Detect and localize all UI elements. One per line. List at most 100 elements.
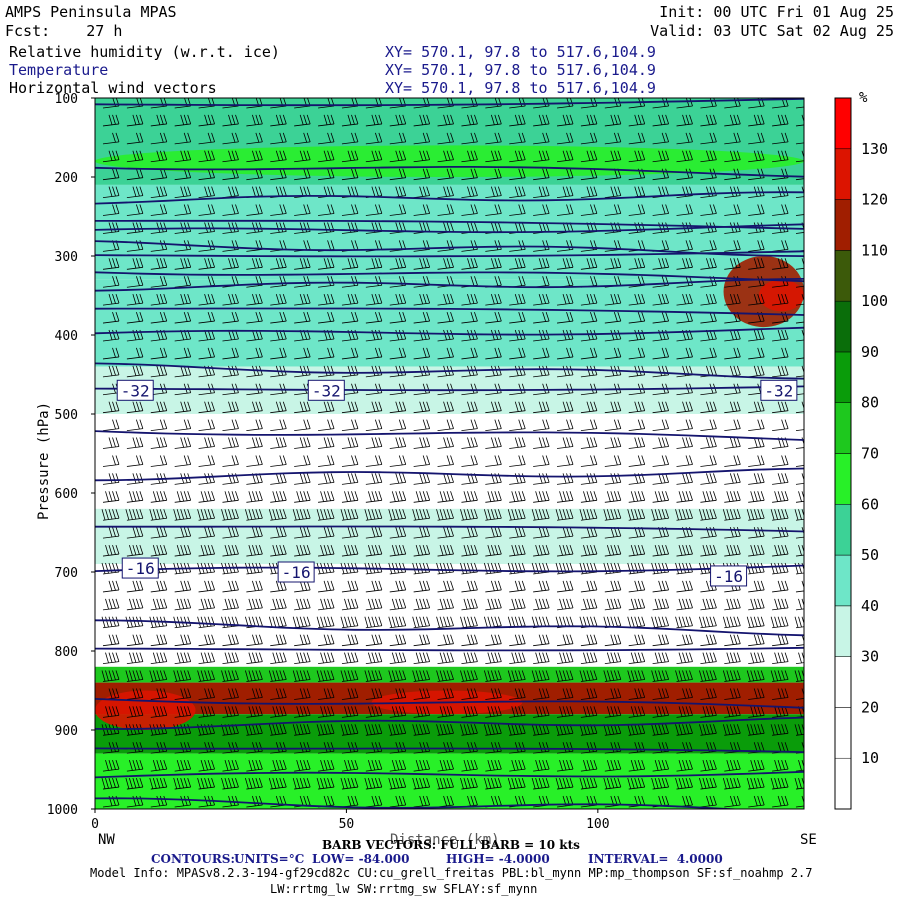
wind-barb [270, 347, 287, 360]
field-xy-rh: XY= 570.1, 97.8 to 517.6,104.9 [385, 43, 656, 61]
wind-barb [102, 168, 120, 181]
wind-barb [676, 132, 693, 145]
wind-barb [748, 347, 765, 360]
wind-barb [150, 401, 168, 414]
wind-barb [294, 401, 311, 414]
wind-barb [126, 276, 144, 288]
wind-barb [628, 329, 646, 342]
wind-barb [294, 204, 311, 216]
wind-barb [485, 132, 502, 145]
colorbar-segment [834, 453, 852, 505]
wind-barb [198, 240, 215, 252]
wind-barb [102, 258, 120, 270]
field-xy-temperature: XY= 570.1, 97.8 to 517.6,104.9 [385, 61, 656, 79]
wind-barb [389, 311, 407, 324]
wind-barb [556, 294, 574, 306]
colorbar-tick-label: 80 [861, 394, 879, 412]
wind-barb [676, 294, 693, 306]
wind-barb [461, 401, 478, 414]
wind-barb [533, 258, 550, 270]
wind-barb [365, 311, 383, 324]
wind-barb [198, 347, 215, 360]
wind-barb [509, 258, 526, 270]
wind-barb [174, 276, 192, 288]
wind-barb [198, 114, 215, 127]
wind-barb [413, 150, 431, 163]
wind-barb [341, 347, 359, 360]
wind-barb [413, 329, 431, 342]
field-label-wind: Horizontal wind vectors [9, 79, 217, 97]
isotherm-label: -32 [764, 381, 793, 400]
wind-barb [246, 222, 263, 234]
wind-barb [461, 383, 478, 396]
wind-barb [126, 150, 144, 163]
wind-barb [294, 347, 311, 360]
wind-barb [126, 401, 144, 414]
colorbar-tick-label: 100 [861, 292, 888, 310]
isotherm-label: -32 [121, 381, 150, 400]
wind-barb [389, 329, 407, 342]
wind-barb [604, 114, 622, 127]
wind-barb [150, 347, 168, 360]
colorbar-segment [834, 199, 852, 251]
wind-barb [150, 114, 168, 127]
wind-barb [580, 150, 598, 163]
wind-barb [389, 401, 407, 414]
wind-barb [461, 150, 478, 163]
x-end-label-se: SE [800, 832, 817, 848]
wind-barb [676, 258, 693, 270]
y-axis-label: Pressure (hPa) [36, 401, 52, 520]
wind-barb [652, 222, 670, 234]
wind-barb [246, 258, 263, 270]
wind-barb [748, 258, 765, 270]
wind-barb [580, 294, 598, 306]
wind-barb [628, 150, 646, 163]
wind-barb [580, 186, 598, 199]
wind-barb [485, 401, 502, 414]
wind-barb [580, 132, 598, 145]
wind-barb [222, 150, 239, 163]
wind-barb [604, 311, 622, 324]
wind-barb [174, 132, 192, 145]
wind-barb [772, 294, 789, 306]
wind-barb [628, 311, 646, 324]
wind-barb [772, 347, 789, 360]
wind-barb [270, 311, 287, 324]
x-tick-label: 50 [339, 817, 355, 832]
isotherm-label: -32 [312, 381, 341, 400]
wind-barb [748, 240, 765, 252]
wind-barb [389, 383, 407, 396]
wind-barb [270, 204, 287, 216]
wind-barb [533, 311, 550, 324]
wind-barb [533, 150, 550, 163]
wind-barb [174, 186, 192, 199]
wind-barb [724, 204, 741, 216]
wind-barb [413, 114, 431, 127]
y-tick-label: 300 [55, 250, 78, 265]
wind-barb [628, 114, 646, 127]
rh-layer-band [95, 279, 804, 367]
wind-barb [222, 294, 239, 306]
wind-barb [150, 186, 168, 199]
wind-barb [652, 168, 670, 181]
wind-barb [437, 401, 454, 414]
wind-barb [126, 294, 144, 306]
wind-barb [126, 132, 144, 145]
wind-barb [413, 311, 431, 324]
wind-barb [437, 186, 454, 199]
wind-barb [485, 347, 502, 360]
y-tick-label: 700 [55, 566, 78, 581]
colorbar-tick-label: 50 [861, 546, 879, 564]
wind-barb [365, 383, 383, 396]
wind-barb [437, 311, 454, 324]
wind-barb [413, 347, 431, 360]
wind-barb [270, 258, 287, 270]
wind-barb [222, 258, 239, 270]
wind-barb [485, 114, 502, 127]
wind-barb [365, 347, 383, 360]
wind-barb [341, 204, 359, 216]
wind-barb [318, 347, 335, 360]
wind-barb [174, 150, 192, 163]
wind-barb [676, 114, 693, 127]
wind-barb [150, 294, 168, 306]
